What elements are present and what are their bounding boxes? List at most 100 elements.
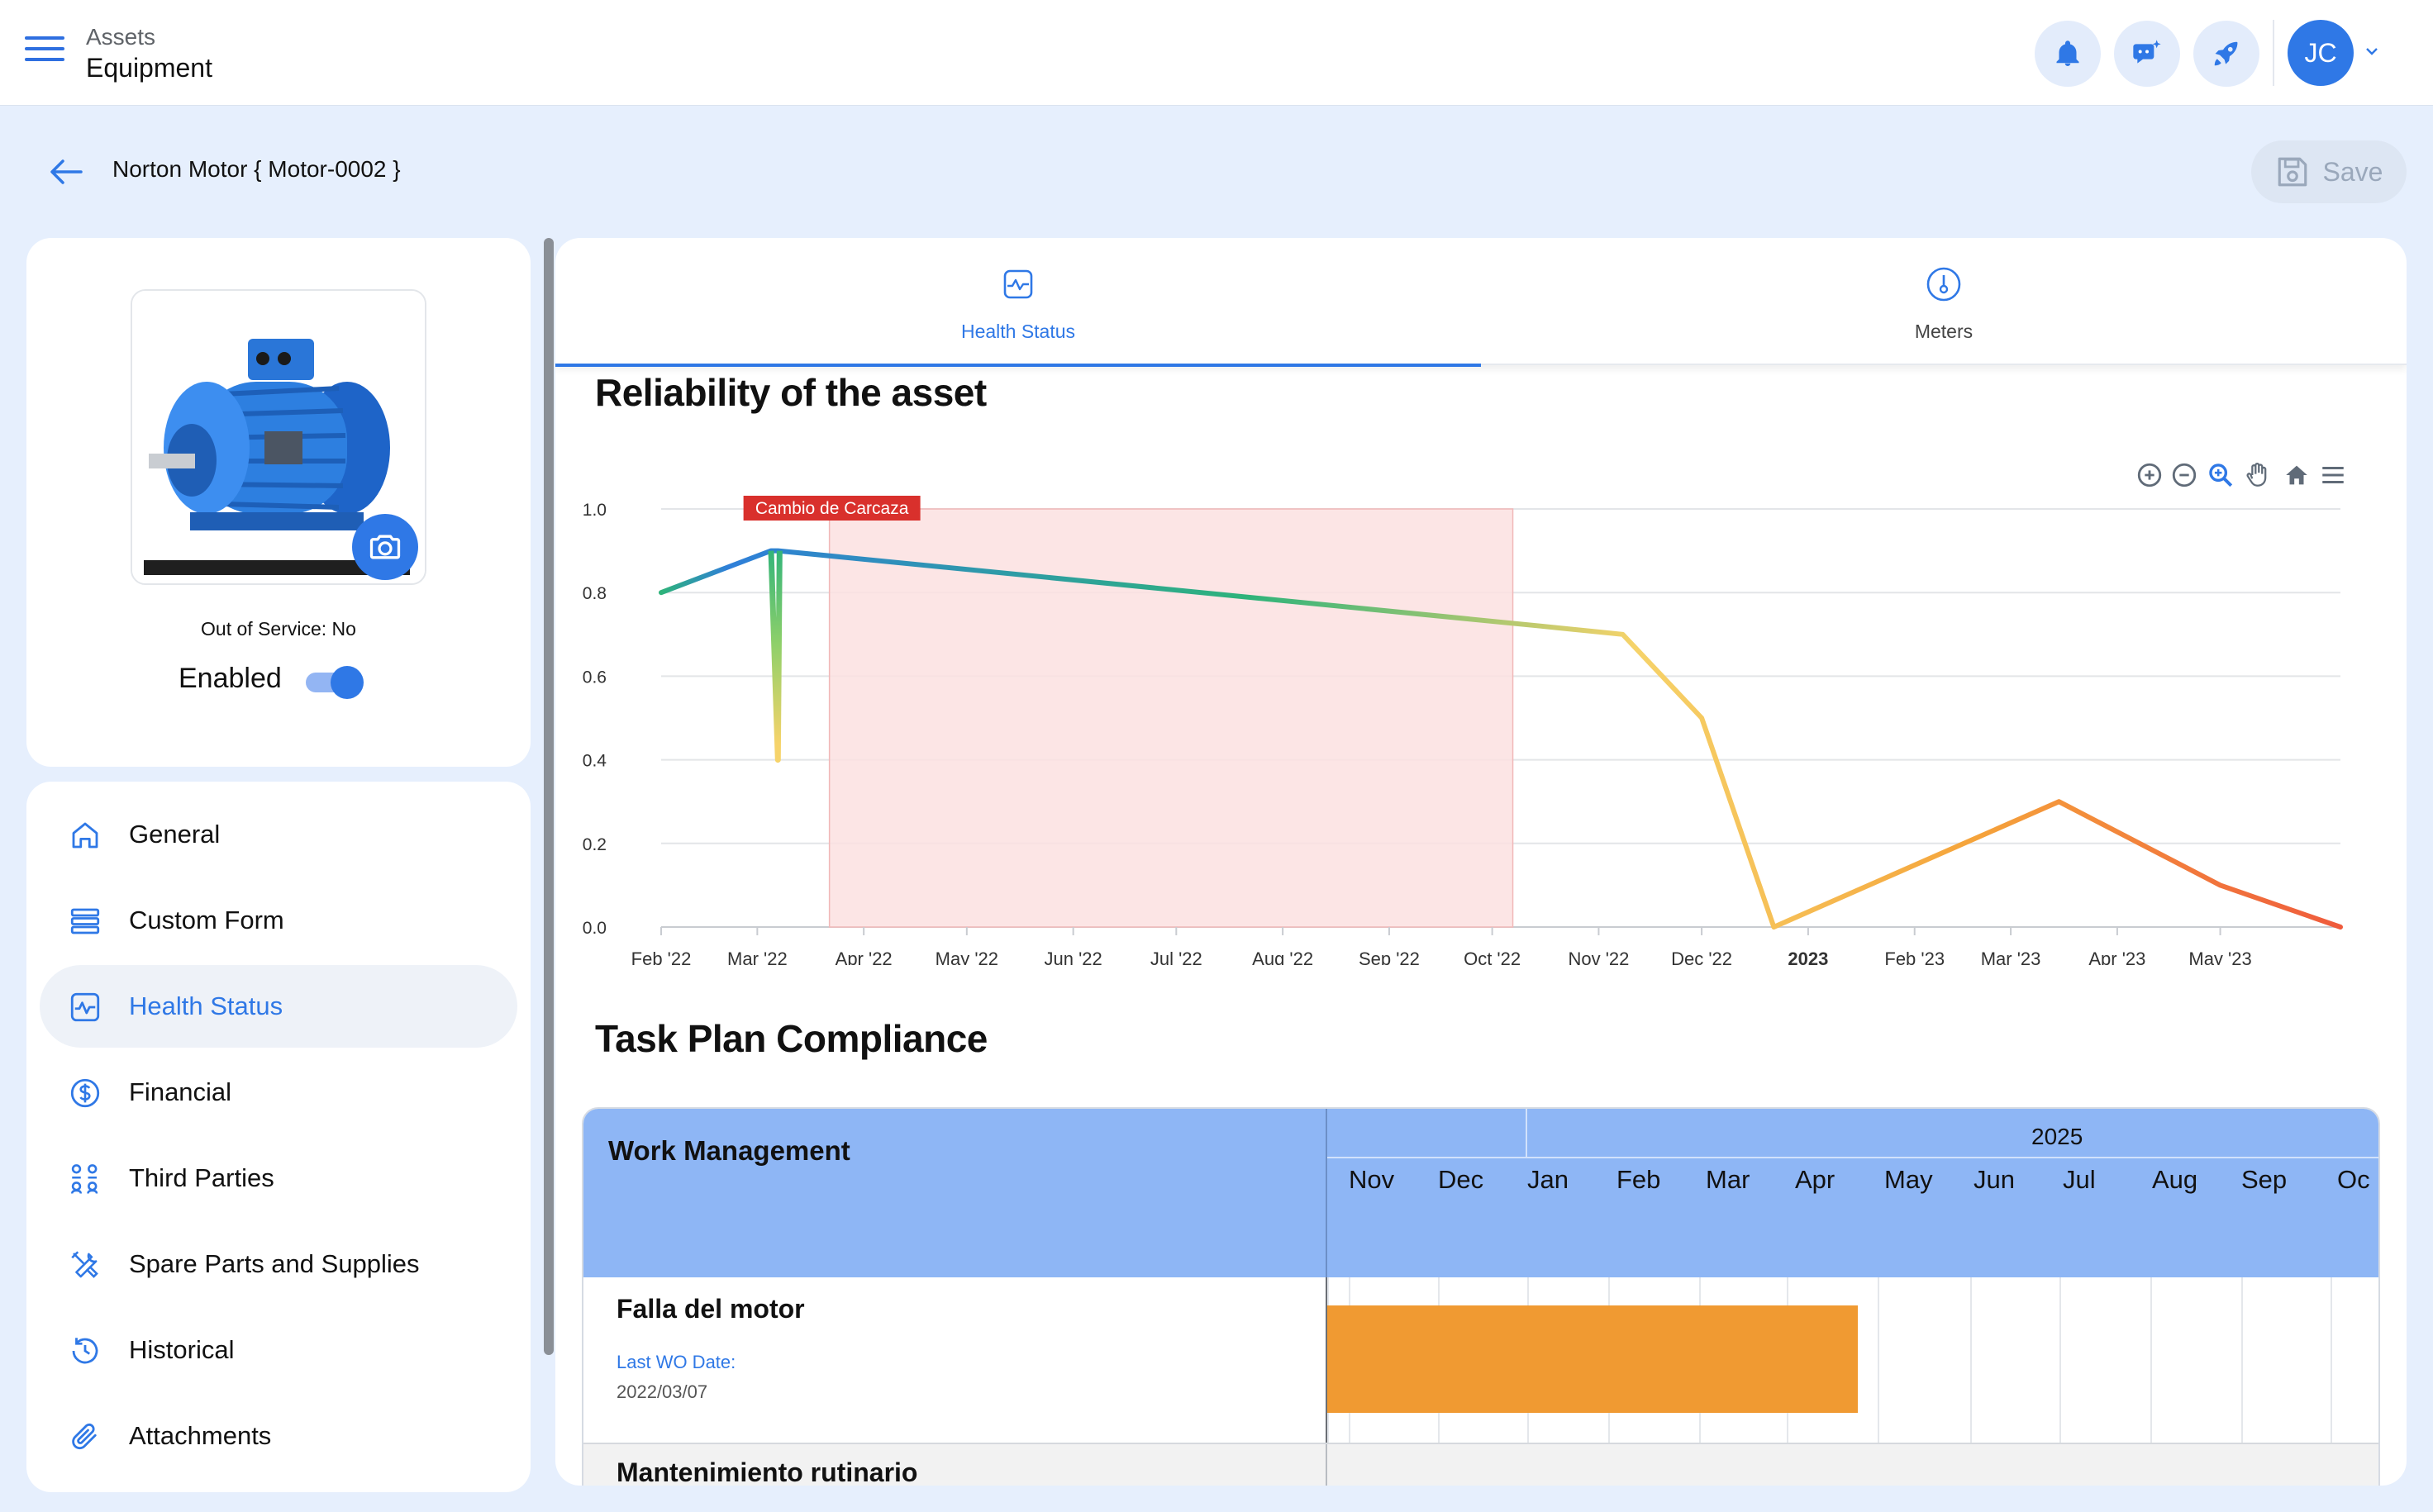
breadcrumb: Assets Equipment xyxy=(86,23,212,84)
month-label: Jul xyxy=(2063,1165,2096,1194)
home-icon xyxy=(72,822,98,849)
x-tick-label: Nov '22 xyxy=(1568,949,1629,965)
notifications-button[interactable] xyxy=(2035,21,2101,87)
people-icon xyxy=(71,1164,98,1194)
chart-menu-icon[interactable] xyxy=(2319,461,2347,489)
save-label: Save xyxy=(2322,156,2383,187)
x-tick-label: Apr '23 xyxy=(2088,949,2145,965)
y-tick-label: 0.4 xyxy=(583,752,607,771)
pan-hand-icon[interactable] xyxy=(2243,461,2271,489)
month-label: Nov xyxy=(1349,1165,1395,1194)
x-tick-label: Jun '22 xyxy=(1045,949,1102,965)
year-separator xyxy=(1526,1109,1527,1157)
photo-watermark-strip xyxy=(144,560,410,575)
tab-bar: Health Status Meters xyxy=(555,238,2407,367)
gantt-row[interactable]: Mantenimiento rutinario xyxy=(583,1443,2378,1486)
out-of-service-status: Out of Service: No xyxy=(201,618,356,640)
y-tick-label: 0.8 xyxy=(583,584,607,603)
month-label: Mar xyxy=(1706,1165,1750,1194)
x-tick-label: 2023 xyxy=(1788,949,1828,965)
back-arrow-icon[interactable] xyxy=(46,152,86,192)
user-avatar[interactable]: JC xyxy=(2288,20,2354,86)
nav-item-health-status[interactable]: Health Status xyxy=(40,965,517,1048)
tab-meters[interactable]: Meters xyxy=(1481,238,2407,365)
hamburger-menu-icon[interactable] xyxy=(25,36,64,69)
asset-card: Out of Service: No Enabled xyxy=(26,238,531,767)
pulse-icon xyxy=(70,992,100,1022)
asset-photo xyxy=(131,289,426,585)
reliability-series xyxy=(659,548,2343,930)
nav-item-custom-form[interactable]: Custom Form xyxy=(40,879,517,962)
month-label: Jun xyxy=(1974,1165,2015,1194)
quick-launch-button[interactable] xyxy=(2193,21,2259,87)
work-management-header: Work Management xyxy=(608,1135,850,1166)
chevron-down-icon[interactable] xyxy=(2364,43,2380,59)
x-tick-label: Apr '22 xyxy=(836,949,893,965)
form-icon xyxy=(70,908,100,934)
x-tick-label: Sep '22 xyxy=(1359,949,1420,965)
gantt-left-header: Work Management xyxy=(583,1109,1327,1277)
x-tick-label: May '23 xyxy=(2188,949,2251,965)
main-panel: Health Status Meters Reliability of the … xyxy=(555,238,2407,1486)
chart-axes: 0.0 0.2 0.4 0.6 0.8 1.0 Feb '22 Mar '22 Apr '22 M… xyxy=(583,501,2252,965)
page-title: Equipment xyxy=(86,53,212,83)
change-photo-button[interactable] xyxy=(352,514,418,580)
reliability-title: Reliability of the asset xyxy=(595,371,987,414)
assistant-chat-button[interactable] xyxy=(2114,21,2180,87)
month-label: Oc xyxy=(2337,1165,2370,1194)
chat-sparkle-icon xyxy=(2133,40,2161,64)
asset-section-nav: General Custom Form Health Status Financ… xyxy=(26,782,531,1492)
gantt-row[interactable]: Falla del motor Last WO Date: 2022/03/07 xyxy=(583,1277,2378,1443)
rocket-icon xyxy=(2214,41,2238,66)
task-name: Falla del motor xyxy=(617,1294,805,1324)
tab-health-status[interactable]: Health Status xyxy=(555,238,1481,367)
x-tick-label: Oct '22 xyxy=(1464,949,1521,965)
record-title: Norton Motor { Motor-0002 } xyxy=(112,156,401,182)
y-tick-label: 1.0 xyxy=(583,501,607,520)
task-plan-gantt: Work Management 2025 Nov Dec Jan Feb Mar Apr M… xyxy=(582,1107,2380,1486)
nav-item-financial[interactable]: Financial xyxy=(40,1051,517,1134)
annotation-label: Cambio de Carcaza xyxy=(755,499,909,518)
enabled-toggle[interactable] xyxy=(302,664,365,699)
task-cell: Falla del motor Last WO Date: 2022/03/07 xyxy=(583,1277,1327,1443)
paperclip-icon xyxy=(72,1423,97,1450)
nav-item-attachments[interactable]: Attachments xyxy=(40,1395,517,1477)
zoom-out-icon[interactable] xyxy=(2170,461,2198,489)
nav-item-label: Historical xyxy=(129,1335,235,1364)
reliability-dip-segment xyxy=(768,550,783,763)
top-bar: Assets Equipment JC xyxy=(0,0,2433,106)
task-cell: Mantenimiento rutinario xyxy=(583,1444,1327,1486)
x-tick-label: May '22 xyxy=(936,949,998,965)
breadcrumb-section[interactable]: Assets xyxy=(86,24,156,50)
tools-icon xyxy=(71,1251,98,1278)
nav-item-historical[interactable]: Historical xyxy=(40,1309,517,1391)
x-tick-label: Feb '23 xyxy=(1884,949,1945,965)
active-tab-indicator xyxy=(555,364,1481,367)
nav-item-spare-parts[interactable]: Spare Parts and Supplies xyxy=(40,1223,517,1305)
month-label: Sep xyxy=(2241,1165,2288,1194)
y-tick-label: 0.0 xyxy=(583,919,607,938)
save-button[interactable]: Save xyxy=(2251,140,2407,203)
task-bar[interactable] xyxy=(1327,1305,1858,1413)
left-panel-scrollbar[interactable] xyxy=(544,238,554,1355)
tab-label: Meters xyxy=(1914,321,1974,342)
month-label: Feb xyxy=(1616,1165,1661,1194)
last-wo-label: Last WO Date: xyxy=(617,1352,736,1372)
selection-zoom-icon[interactable] xyxy=(2207,461,2235,489)
x-tick-label: Feb '22 xyxy=(631,949,692,965)
gantt-column-line xyxy=(2241,1277,2243,1486)
gantt-column-line xyxy=(1878,1277,1879,1486)
annotation-band xyxy=(828,508,1514,928)
nav-item-general[interactable]: General xyxy=(40,793,517,876)
annotation-tag: Cambio de Carcaza xyxy=(743,496,921,521)
month-label: May xyxy=(1884,1165,1933,1194)
x-tick-label: Mar '23 xyxy=(1981,949,2041,965)
reset-home-icon[interactable] xyxy=(2283,461,2311,489)
year-label: 2025 xyxy=(2031,1124,2083,1149)
nav-item-third-parties[interactable]: Third Parties xyxy=(40,1137,517,1220)
x-tick-label: Mar '22 xyxy=(727,949,788,965)
gantt-column-line xyxy=(2150,1277,2152,1486)
zoom-in-icon[interactable] xyxy=(2135,461,2164,489)
month-label: Jan xyxy=(1527,1165,1569,1194)
history-icon xyxy=(72,1338,98,1364)
